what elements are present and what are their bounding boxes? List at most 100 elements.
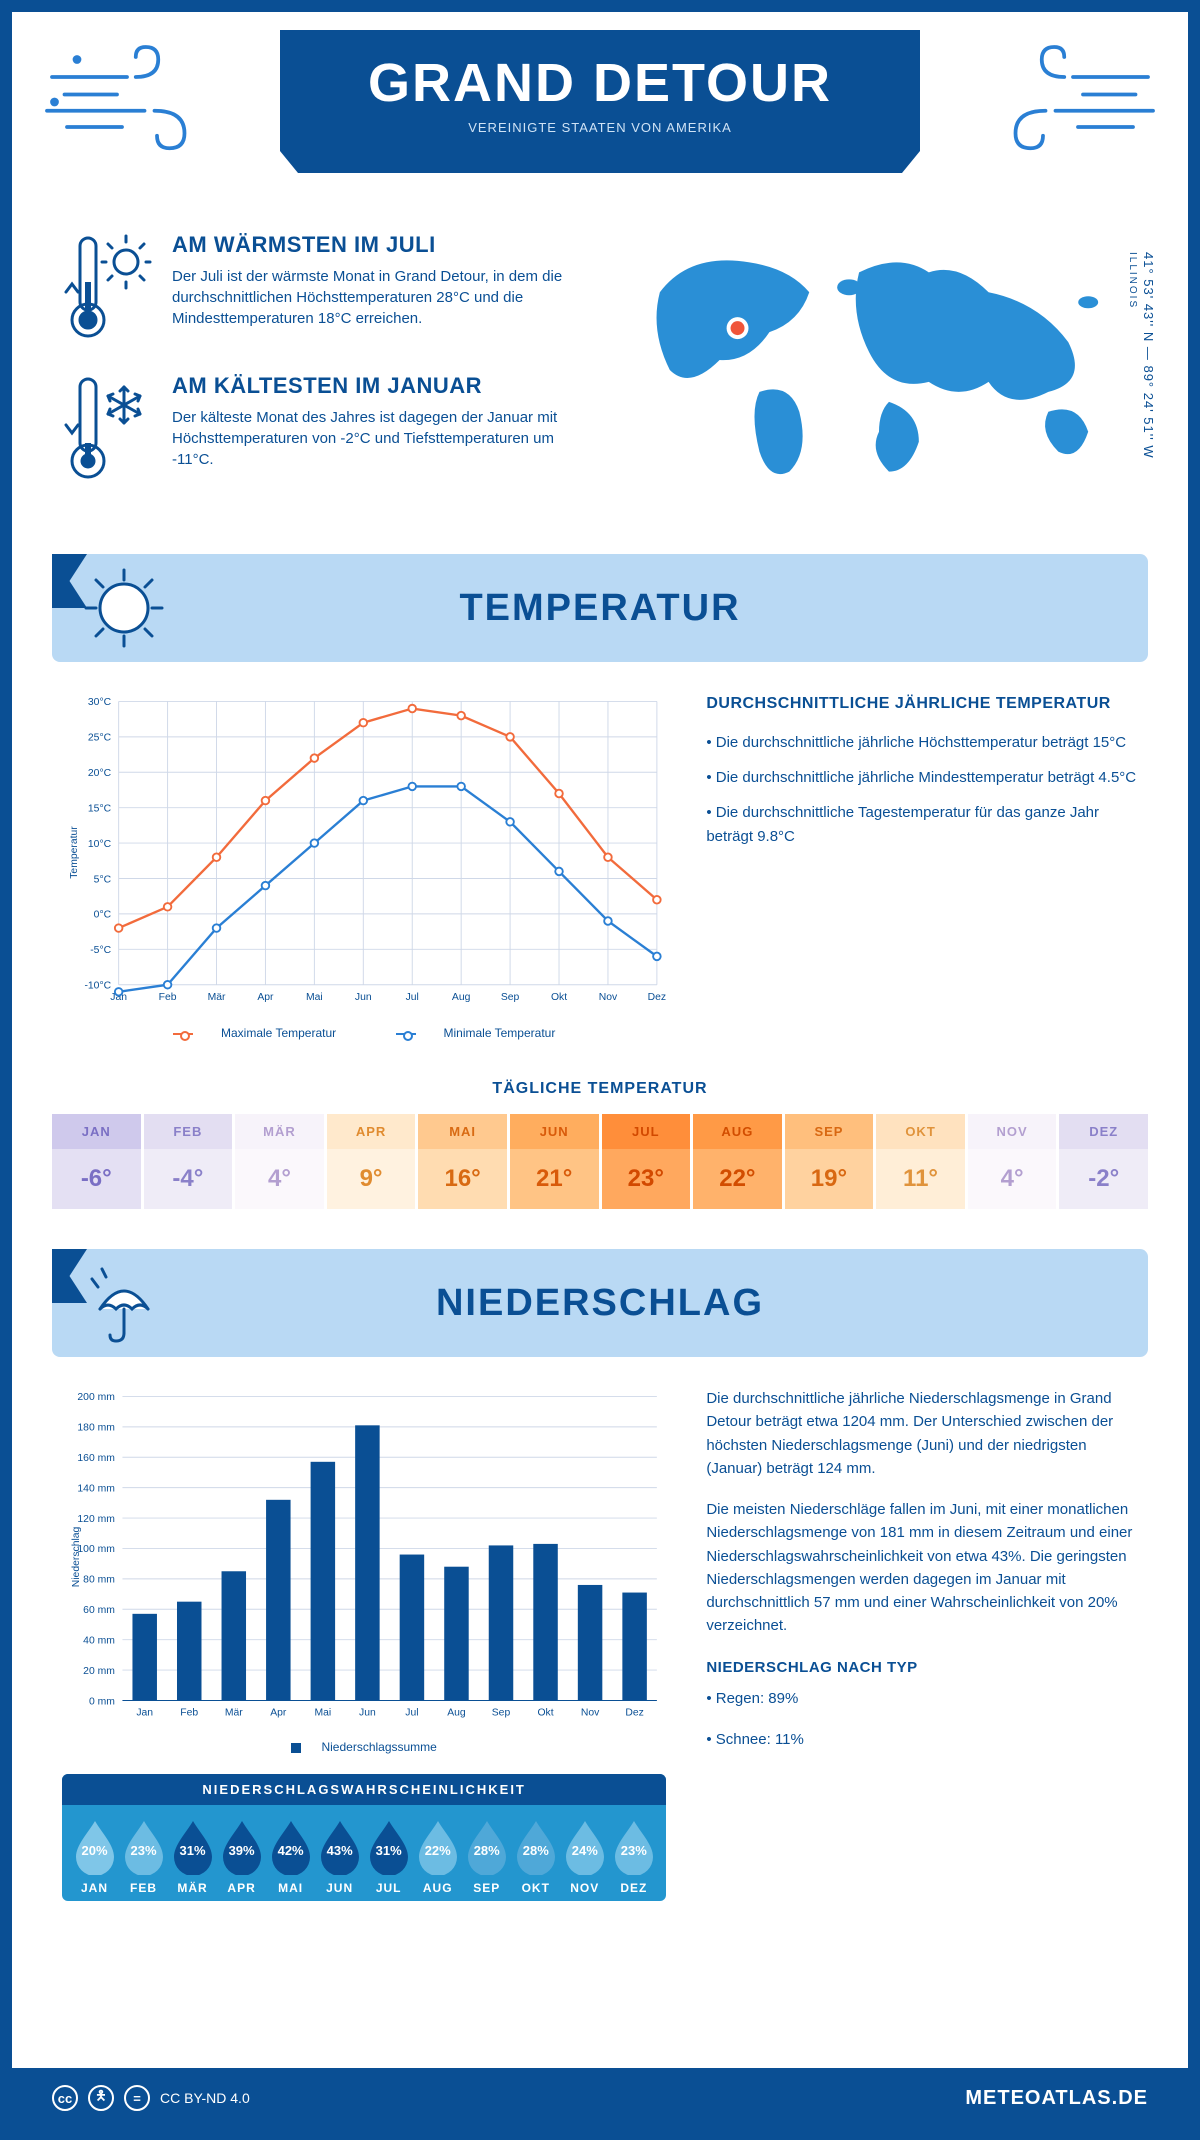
thermometer-snow-icon [62, 373, 152, 488]
svg-text:20°C: 20°C [88, 768, 112, 779]
temperature-stats: DURCHSCHNITTLICHE JÄHRLICHE TEMPERATUR •… [706, 692, 1138, 1040]
title-banner: GRAND DETOUR VEREINIGTE STAATEN VON AMER… [280, 30, 920, 151]
warmest-block: AM WÄRMSTEN IM JULI Der Juli ist der wär… [62, 232, 580, 347]
svg-text:0 mm: 0 mm [89, 1696, 115, 1707]
warmest-text: Der Juli ist der wärmste Monat in Grand … [172, 266, 580, 329]
svg-text:Mai: Mai [306, 992, 323, 1003]
svg-text:Dez: Dez [648, 992, 666, 1003]
svg-text:Temperatur: Temperatur [69, 826, 80, 879]
daily-temp-grid: JAN -6°FEB -4°MÄR 4°APR 9°MAI 16°JUN 21°… [52, 1114, 1148, 1209]
wind-icon [1008, 42, 1158, 162]
temperature-section-header: TEMPERATUR [52, 554, 1148, 662]
daily-cell: JUN 21° [510, 1114, 599, 1209]
daily-cell: MAI 16° [418, 1114, 507, 1209]
prob-cell: 31% JUL [364, 1819, 413, 1895]
precip-type-1: • Regen: 89% [706, 1687, 1138, 1710]
temperature-title: TEMPERATUR [459, 587, 740, 630]
svg-text:40 mm: 40 mm [83, 1635, 115, 1646]
wind-icon [42, 42, 192, 162]
prob-cell: 43% JUN [315, 1819, 364, 1895]
raindrop-icon: 28% [464, 1819, 510, 1875]
prob-cell: 28% SEP [462, 1819, 511, 1895]
svg-text:25°C: 25°C [88, 733, 112, 744]
umbrella-icon [80, 1259, 168, 1347]
raindrop-icon: 31% [366, 1819, 412, 1875]
map-col: 41° 53' 43'' N — 89° 24' 51'' W ILLINOIS [620, 232, 1138, 514]
svg-text:Sep: Sep [501, 992, 520, 1003]
precip-text-col: Die durchschnittliche jährliche Niedersc… [706, 1387, 1138, 1901]
prob-cell: 42% MAI [266, 1819, 315, 1895]
svg-text:100 mm: 100 mm [77, 1544, 114, 1555]
svg-text:10°C: 10°C [88, 839, 112, 850]
daily-cell: APR 9° [327, 1114, 416, 1209]
coordinates: 41° 53' 43'' N — 89° 24' 51'' W [1141, 252, 1156, 459]
svg-text:Dez: Dez [625, 1708, 643, 1719]
daily-cell: JAN -6° [52, 1114, 141, 1209]
precip-section-header: NIEDERSCHLAG [52, 1249, 1148, 1357]
sun-icon [80, 564, 168, 652]
cc-icon: cc [52, 2085, 78, 2111]
temp-stats-heading: DURCHSCHNITTLICHE JÄHRLICHE TEMPERATUR [706, 692, 1138, 717]
raindrop-icon: 24% [562, 1819, 608, 1875]
daily-cell: FEB -4° [144, 1114, 233, 1209]
precip-content: 0 mm20 mm40 mm60 mm80 mm100 mm120 mm140 … [12, 1387, 1188, 1931]
license-text: CC BY-ND 4.0 [160, 2090, 250, 2106]
prob-cell: 31% MÄR [168, 1819, 217, 1895]
svg-text:Feb: Feb [159, 992, 177, 1003]
legend-low: Minimale Temperatur [444, 1026, 556, 1040]
svg-text:Jul: Jul [406, 992, 419, 1003]
svg-text:Aug: Aug [447, 1708, 466, 1719]
svg-text:120 mm: 120 mm [77, 1514, 114, 1525]
license-block: cc 🯅 = CC BY-ND 4.0 [52, 2085, 250, 2111]
svg-text:Niederschlag: Niederschlag [71, 1527, 82, 1588]
temperature-legend: Maximale Temperatur Minimale Temperatur [62, 1026, 666, 1040]
svg-text:Feb: Feb [180, 1708, 198, 1719]
footer: cc 🯅 = CC BY-ND 4.0 METEOATLAS.DE [12, 2068, 1188, 2128]
world-map-icon [620, 232, 1138, 492]
svg-text:Mär: Mär [225, 1708, 243, 1719]
raindrop-icon: 23% [121, 1819, 167, 1875]
svg-text:Jun: Jun [355, 992, 372, 1003]
daily-cell: OKT 11° [876, 1114, 965, 1209]
daily-cell: NOV 4° [968, 1114, 1057, 1209]
daily-cell: JUL 23° [602, 1114, 691, 1209]
svg-text:-10°C: -10°C [84, 980, 111, 991]
coldest-block: AM KÄLTESTEN IM JANUAR Der kälteste Mona… [62, 373, 580, 488]
coldest-heading: AM KÄLTESTEN IM JANUAR [172, 373, 580, 399]
raindrop-icon: 39% [219, 1819, 265, 1875]
daily-cell: SEP 19° [785, 1114, 874, 1209]
svg-text:5°C: 5°C [94, 874, 112, 885]
svg-text:15°C: 15°C [88, 803, 112, 814]
thermometer-sun-icon [62, 232, 152, 347]
daily-cell: AUG 22° [693, 1114, 782, 1209]
svg-text:Jan: Jan [136, 1708, 153, 1719]
raindrop-icon: 20% [72, 1819, 118, 1875]
prob-cell: 28% OKT [511, 1819, 560, 1895]
daily-temp-title: TÄGLICHE TEMPERATUR [12, 1080, 1188, 1098]
raindrop-icon: 23% [611, 1819, 657, 1875]
svg-text:140 mm: 140 mm [77, 1483, 114, 1494]
nd-icon: = [124, 2085, 150, 2111]
svg-text:Apr: Apr [270, 1708, 287, 1719]
raindrop-icon: 22% [415, 1819, 461, 1875]
precip-bar-chart: 0 mm20 mm40 mm60 mm80 mm100 mm120 mm140 … [62, 1387, 666, 1727]
precip-type-2: • Schnee: 11% [706, 1728, 1138, 1751]
svg-text:Mai: Mai [314, 1708, 331, 1719]
warmest-heading: AM WÄRMSTEN IM JULI [172, 232, 580, 258]
coldest-text: Der kälteste Monat des Jahres ist dagege… [172, 407, 580, 470]
precip-para-1: Die durchschnittliche jährliche Niedersc… [706, 1387, 1138, 1480]
intro-row: AM WÄRMSTEN IM JULI Der Juli ist der wär… [12, 212, 1188, 544]
page-subtitle: VEREINIGTE STAATEN VON AMERIKA [290, 120, 910, 135]
svg-text:Apr: Apr [257, 992, 274, 1003]
svg-text:-5°C: -5°C [90, 945, 111, 956]
svg-text:Sep: Sep [492, 1708, 511, 1719]
temperature-chart: -10°C-5°C0°C5°C10°C15°C20°C25°C30°CJanFe… [62, 692, 666, 1040]
prob-cell: 24% NOV [560, 1819, 609, 1895]
svg-text:Aug: Aug [452, 992, 471, 1003]
state-label: ILLINOIS [1127, 252, 1138, 309]
temp-stat-1: • Die durchschnittliche jährliche Höchst… [706, 731, 1138, 754]
svg-text:Okt: Okt [537, 1708, 553, 1719]
svg-text:20 mm: 20 mm [83, 1666, 115, 1677]
temperature-content: -10°C-5°C0°C5°C10°C15°C20°C25°C30°CJanFe… [12, 692, 1188, 1070]
svg-text:Nov: Nov [599, 992, 618, 1003]
